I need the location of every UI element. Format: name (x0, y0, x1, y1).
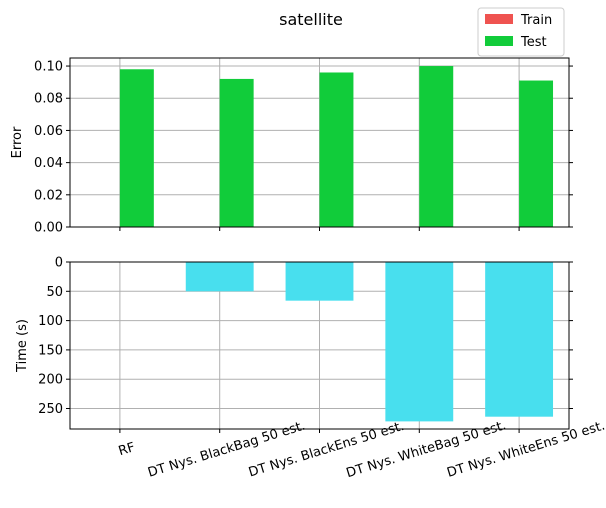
time-ytick-label: 150 (38, 343, 63, 358)
error-ytick-label: 0.06 (34, 124, 63, 139)
legend-swatch-test (485, 36, 513, 46)
time-xtick-label: DT Nys. WhiteBag 50 est. (345, 418, 508, 481)
legend-label-train: Train (520, 13, 552, 28)
time-ytick-label: 50 (46, 285, 63, 300)
error-bar-test (219, 78, 254, 227)
time-plot: 0 50 100 150 200 250 RF DT Nys. BlackBag 50 est… (15, 256, 606, 482)
legend: Train Test (477, 7, 565, 57)
time-bar (185, 262, 254, 292)
error-ytick-label: 0.00 (34, 221, 63, 236)
time-xtick-label: RF (117, 440, 137, 459)
error-ytick-label: 0.08 (34, 92, 63, 107)
error-ytick-label: 0.02 (34, 188, 63, 203)
time-axes-frame (69, 261, 570, 430)
error-plot: 0.00 0.02 0.04 0.06 0.08 0.10 Error (10, 57, 573, 236)
error-bar-test (119, 69, 154, 228)
time-bar (485, 262, 554, 417)
error-bar-test (319, 72, 354, 227)
legend-label-test: Test (520, 35, 547, 50)
error-axes-frame (69, 57, 570, 228)
error-bar-test (519, 80, 554, 228)
time-ytick-label: 250 (38, 402, 63, 417)
error-ytick-label: 0.04 (34, 156, 63, 171)
time-ytick-label: 100 (38, 314, 63, 329)
error-ylabel: Error (10, 126, 25, 158)
time-bar (385, 262, 454, 422)
error-bar-test (419, 66, 454, 227)
time-ytick-label: 200 (38, 373, 63, 388)
time-ytick-label: 0 (55, 256, 63, 271)
time-bar (285, 262, 354, 301)
time-xtick-label: DT Nys. BlackBag 50 est. (146, 419, 307, 481)
legend-swatch-train (485, 14, 513, 24)
error-ytick-label: 0.10 (34, 60, 63, 75)
time-ylabel: Time (s) (15, 319, 30, 373)
chart-title: satellite (279, 10, 343, 29)
